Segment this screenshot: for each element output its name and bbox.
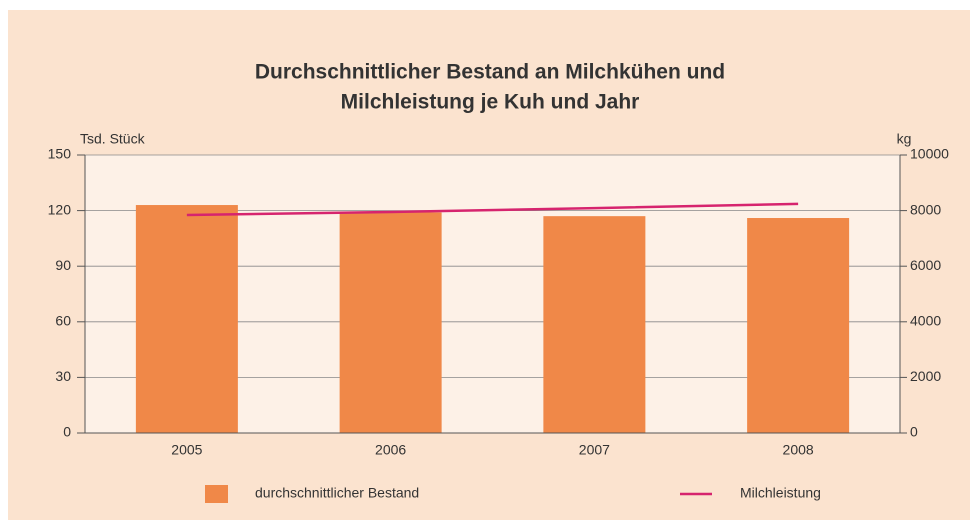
line [186, 202, 799, 217]
bar [747, 218, 850, 433]
legend-label: durchschnittlicher Bestand [255, 485, 419, 501]
y2-tick-label: 4000 [910, 313, 941, 329]
x-tick-label: 2005 [171, 442, 202, 458]
bar [543, 216, 646, 433]
y2-tick-label: 0 [910, 424, 918, 440]
legend-label: Milchleistung [740, 485, 821, 501]
x-tick-label: 2008 [783, 442, 814, 458]
y-tick-label: 0 [63, 424, 71, 440]
y2-axis-label: kg [897, 131, 912, 147]
chart-title: Milchleistung je Kuh und Jahr [341, 91, 640, 114]
bar [135, 205, 238, 433]
y-tick-label: 150 [48, 146, 72, 162]
y2-tick-label: 6000 [910, 257, 941, 273]
y-tick-label: 90 [55, 257, 71, 273]
y2-tick-label: 2000 [910, 368, 941, 384]
bar [339, 212, 442, 433]
chart-title: Durchschnittlicher Bestand an Milchkühen… [255, 61, 725, 84]
y2-tick-label: 8000 [910, 201, 941, 217]
x-tick-label: 2007 [579, 442, 610, 458]
y2-tick-label: 10000 [910, 146, 949, 162]
x-tick-label: 2006 [375, 442, 406, 458]
legend-swatch [205, 485, 228, 503]
y-tick-label: 120 [48, 201, 72, 217]
y-axis-label: Tsd. Stück [80, 131, 146, 147]
y-tick-label: 30 [55, 368, 71, 384]
y-tick-label: 60 [55, 313, 71, 329]
